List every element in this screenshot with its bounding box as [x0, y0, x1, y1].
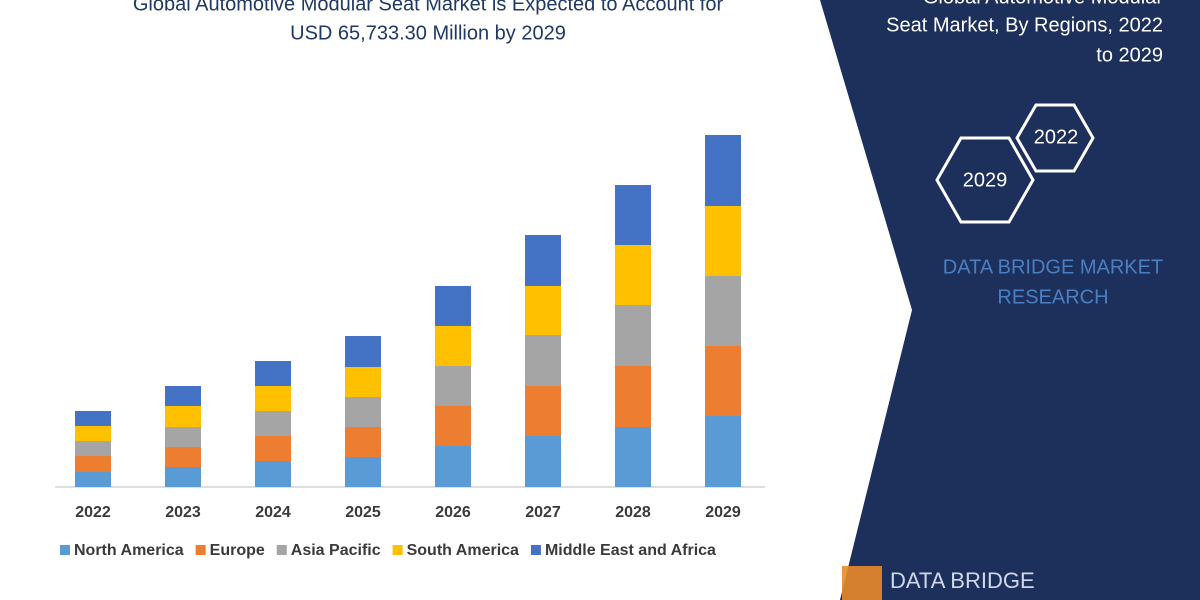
legend-label: Middle East and Africa: [545, 542, 716, 559]
legend-swatch: [195, 545, 206, 555]
x-tick-label: 2028: [615, 504, 651, 521]
hexagon: [935, 136, 1035, 224]
bar-segment: [615, 185, 651, 245]
bar-segment: [525, 335, 561, 386]
panel-title: Global Automotive Modular: [923, 0, 1163, 8]
x-tick-label: 2024: [255, 504, 291, 521]
hexagon: [1015, 103, 1095, 173]
legend-label: Asia Pacific: [291, 542, 381, 559]
bar-segment: [705, 276, 741, 346]
legend-label: South America: [407, 542, 519, 559]
legend-label: North America: [74, 542, 184, 559]
bar-segment: [615, 305, 651, 366]
bar-segment: [435, 286, 471, 326]
bar-segment: [75, 456, 111, 472]
legend-swatch: [392, 545, 403, 555]
bar-segment: [255, 461, 291, 487]
legend-swatch: [60, 545, 70, 555]
brand: DATA BRIDGE MARKET: [943, 256, 1163, 278]
x-tick-label: 2029: [705, 504, 741, 521]
bar-segment: [345, 457, 381, 487]
bar-segment: [75, 441, 111, 456]
legend-swatch: [530, 545, 541, 555]
bar-segment: [615, 245, 651, 305]
bar-segment: [525, 235, 561, 286]
bar-segment: [345, 427, 381, 457]
x-tick-label: 2025: [345, 504, 381, 521]
hexagon-label: 2029: [963, 169, 1008, 191]
panel-title: to 2029: [1096, 44, 1163, 66]
bar-segment: [435, 406, 471, 446]
brand: RESEARCH: [997, 286, 1108, 308]
x-tick-label: 2027: [525, 504, 561, 521]
bar-segment: [75, 411, 111, 426]
bar-segment: [615, 427, 651, 487]
bar-segment: [345, 336, 381, 367]
bar-segment: [255, 411, 291, 436]
bar-segment: [705, 346, 741, 416]
legend-swatch: [276, 545, 287, 555]
logo: DATA BRIDGE: [890, 568, 1035, 593]
x-tick-label: 2026: [435, 504, 471, 521]
bar-segment: [255, 436, 291, 461]
bar-segment: [345, 397, 381, 427]
chart-title: Global Automotive Modular Seat Market is…: [133, 0, 724, 15]
side-panel: [820, 0, 1200, 600]
bar-segment: [75, 426, 111, 441]
bar-segment: [525, 436, 561, 487]
bar-segment: [345, 367, 381, 397]
bar-segment: [165, 406, 201, 427]
bar-segment: [165, 447, 201, 467]
bar-segment: [435, 446, 471, 487]
panel-title: Seat Market, By Regions, 2022: [886, 14, 1163, 36]
bar-segment: [75, 472, 111, 487]
bar-segment: [705, 416, 741, 487]
plot: 2022 2023 2024 2025 2026 2027 2028 2029 North Am…: [55, 135, 765, 559]
x-tick-label: 2023: [165, 504, 201, 521]
chart-title: USD 65,733.30 Million by 2029: [290, 22, 566, 44]
bar-segment: [165, 386, 201, 406]
hexagon-label: 2022: [1034, 126, 1079, 148]
bar-segment: [255, 361, 291, 386]
bar-segment: [165, 427, 201, 447]
bar-segment: [435, 366, 471, 406]
bar-segment: [165, 467, 201, 487]
bar-segment: [525, 386, 561, 436]
x-tick-label: 2022: [75, 504, 111, 521]
bar-segment: [435, 326, 471, 366]
bar-segment: [255, 386, 291, 411]
bar-segment: [705, 135, 741, 206]
legend-label: Europe: [210, 542, 265, 559]
bar-segment: [525, 286, 561, 335]
logo-icon: [842, 566, 882, 600]
bar-segment: [615, 366, 651, 427]
bar-segment: [705, 206, 741, 276]
